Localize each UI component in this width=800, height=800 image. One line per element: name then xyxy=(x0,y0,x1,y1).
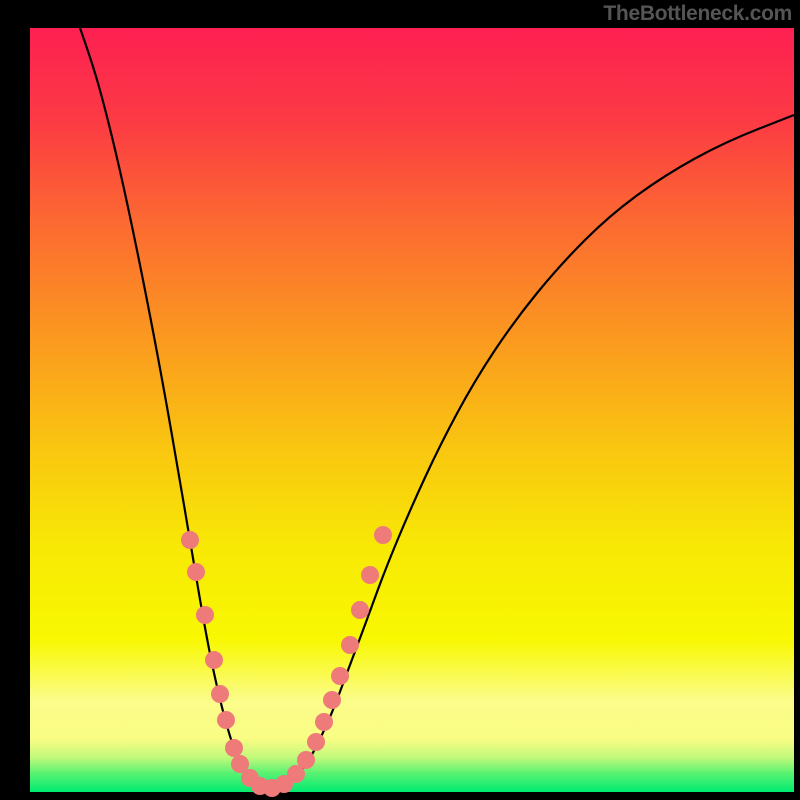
marker-point xyxy=(225,739,243,757)
marker-point xyxy=(351,601,369,619)
marker-point xyxy=(331,667,349,685)
marker-point xyxy=(181,531,199,549)
marker-point xyxy=(323,691,341,709)
marker-point xyxy=(361,566,379,584)
marker-point xyxy=(187,563,205,581)
watermark-text: TheBottleneck.com xyxy=(603,2,792,26)
marker-point xyxy=(374,526,392,544)
marker-point xyxy=(315,713,333,731)
plot-background xyxy=(30,28,794,792)
chart-container: TheBottleneck.com xyxy=(0,0,800,800)
marker-point xyxy=(211,685,229,703)
marker-point xyxy=(217,711,235,729)
marker-point xyxy=(307,733,325,751)
chart-svg xyxy=(0,0,800,800)
marker-point xyxy=(196,606,214,624)
marker-point xyxy=(341,636,359,654)
marker-point xyxy=(205,651,223,669)
marker-point xyxy=(297,751,315,769)
